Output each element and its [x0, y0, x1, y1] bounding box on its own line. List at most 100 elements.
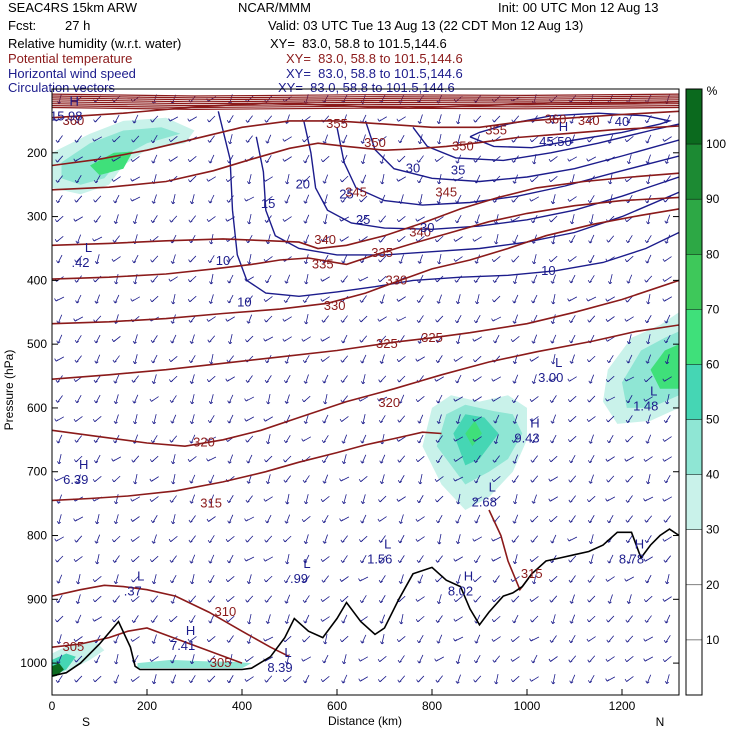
vector-arrow-head [415, 398, 420, 402]
vector-arrow-head [605, 318, 610, 322]
vector-arrow [514, 274, 518, 284]
vector-arrow-head [92, 599, 98, 603]
vector-arrow-head [377, 679, 383, 683]
vector-arrow-head [473, 320, 479, 324]
vector-arrow-head [113, 400, 118, 404]
vector-arrow [590, 214, 594, 224]
vector-arrow-head [586, 118, 591, 123]
theta-contour-upper [52, 101, 679, 105]
vector-arrow-head [398, 400, 403, 404]
vector-arrow-head [608, 181, 613, 185]
vector-arrow-head [605, 578, 610, 582]
vector-arrow [191, 374, 195, 384]
vector-arrow [115, 514, 119, 524]
vector-arrow-head [511, 539, 516, 543]
vector-arrow-head [188, 539, 193, 543]
vector-arrow [266, 375, 272, 383]
vector-arrow-head [532, 161, 537, 165]
vector-arrow-head [644, 519, 649, 523]
vector-arrow [570, 635, 576, 643]
vector-arrow-head [453, 478, 458, 482]
vector-arrow [399, 555, 405, 563]
theta-label: 360 [545, 112, 567, 127]
vector-arrow [437, 394, 443, 404]
vector-arrow-head [323, 401, 328, 405]
vector-arrow-head [529, 398, 534, 402]
vector-arrow-head [588, 540, 593, 545]
theta-label: 340 [578, 113, 600, 128]
header-model: SEAC4RS 15km ARW [8, 0, 138, 15]
vector-arrow-head [378, 499, 383, 503]
vector-arrow-head [397, 559, 402, 563]
vector-arrow [342, 614, 348, 624]
vector-arrow-head [624, 178, 629, 182]
vector-arrow-head [245, 139, 250, 143]
vector-arrow-head [587, 200, 592, 204]
vector-arrow [438, 133, 442, 145]
vector-arrow-head [74, 139, 79, 143]
vector-arrow-head [339, 639, 345, 643]
theta-label: 320 [378, 395, 400, 410]
extremum-kind: L [303, 556, 310, 571]
vector-arrow [646, 134, 652, 144]
vector-arrow [190, 434, 196, 444]
vector-arrow-head [112, 359, 117, 363]
vector-arrow-head [645, 420, 650, 424]
vector-arrow-head [586, 499, 592, 503]
vector-arrow-head [378, 379, 383, 383]
vector-arrow-head [189, 560, 194, 564]
vector-arrow-head [284, 620, 289, 624]
vector-arrow-head [398, 520, 403, 524]
extremum-kind: L [284, 645, 291, 660]
vector-arrow [570, 614, 576, 624]
vector-arrow-head [455, 520, 460, 524]
theta-contour-upper [52, 103, 679, 107]
vector-arrow-head [73, 418, 78, 422]
vector-arrow-head [320, 618, 325, 622]
vector-arrow-head [112, 559, 117, 563]
vector-arrow [380, 454, 386, 464]
vector-arrow [456, 214, 462, 224]
vector-arrow [513, 314, 519, 324]
vector-arrow-head [435, 619, 440, 623]
vector-arrow [228, 554, 234, 564]
vector-arrow [77, 574, 81, 584]
vector-arrow [627, 415, 633, 423]
vector-arrow [171, 654, 177, 664]
vector-arrow [589, 254, 595, 264]
vector-arrow [304, 154, 310, 164]
vector-arrow-head [568, 479, 573, 483]
header-org: NCAR/MMM [238, 0, 311, 15]
vector-arrow-head [56, 340, 61, 344]
vector-arrow-head [130, 559, 136, 563]
vector-arrow-head [606, 239, 611, 243]
vector-arrow [589, 575, 595, 583]
vector-arrow-head [226, 500, 231, 504]
vector-arrow [646, 674, 652, 684]
field-wind-xy: XY= 83.0, 58.8 to 101.5,144.6 [286, 66, 463, 81]
vector-arrow-head [95, 521, 100, 525]
vector-arrow [77, 594, 81, 604]
vector-arrow [190, 615, 196, 623]
vector-arrow-head [113, 120, 118, 124]
vector-arrow [323, 474, 329, 484]
vector-arrow-head [662, 438, 667, 442]
vector-arrow [590, 554, 594, 564]
vector-arrow [627, 535, 633, 543]
vector-arrow [152, 615, 158, 623]
vector-arrow [381, 354, 385, 364]
vector-arrow-head [435, 439, 440, 443]
vector-arrow-head [548, 378, 553, 382]
vector-arrow-head [605, 458, 610, 462]
vector-arrow-head [472, 398, 477, 402]
vector-arrow-head [377, 118, 382, 122]
vector-arrow [115, 214, 119, 224]
vector-arrow-head [512, 180, 517, 184]
vector-arrow-head [473, 660, 479, 664]
vector-arrow-head [624, 378, 629, 382]
vector-arrow-head [644, 279, 649, 283]
vector-arrow [342, 555, 348, 563]
vector-arrow-head [150, 219, 155, 223]
vector-arrow-head [339, 238, 344, 242]
vector-arrow-head [74, 459, 79, 463]
